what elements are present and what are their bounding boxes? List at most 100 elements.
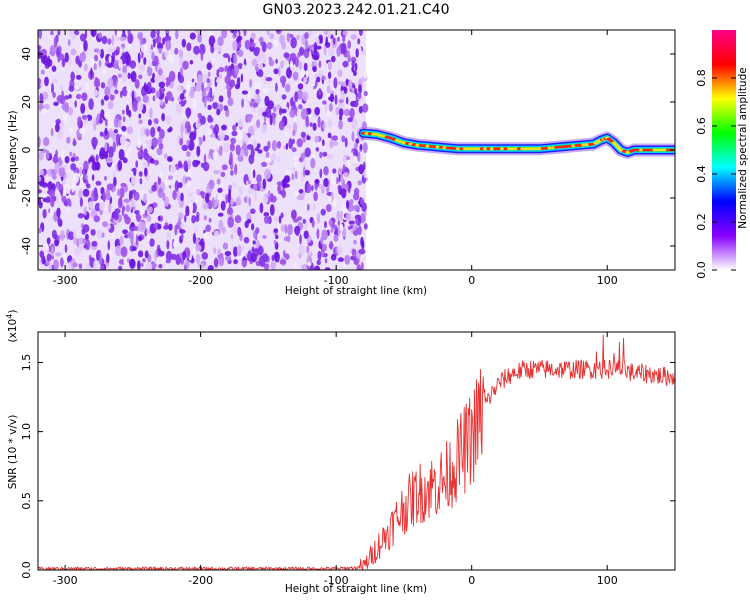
noise-speckle bbox=[81, 92, 88, 102]
noise-speckle bbox=[258, 37, 264, 43]
noise-speckle bbox=[186, 151, 191, 157]
noise-speckle bbox=[281, 188, 286, 199]
noise-speckle bbox=[121, 89, 128, 96]
noise-speckle bbox=[243, 236, 250, 244]
noise-speckle bbox=[90, 67, 93, 79]
noise-speckle bbox=[277, 156, 281, 163]
noise-speckle bbox=[241, 244, 245, 251]
noise-speckle bbox=[244, 134, 249, 143]
noise-speckle bbox=[151, 184, 157, 192]
noise-speckle bbox=[78, 189, 83, 200]
noise-speckle bbox=[214, 230, 220, 237]
noise-speckle bbox=[231, 130, 238, 137]
ridge-hotspot bbox=[378, 133, 383, 137]
noise-speckle bbox=[327, 132, 332, 139]
noise-speckle bbox=[93, 187, 98, 198]
noise-speckle bbox=[347, 40, 352, 49]
noise-speckle bbox=[271, 112, 277, 119]
noise-speckle bbox=[233, 53, 238, 65]
noise-speckle bbox=[272, 106, 277, 113]
noise-speckle bbox=[353, 148, 359, 158]
ridge-hotspot bbox=[540, 147, 546, 150]
noise-speckle bbox=[128, 147, 133, 153]
noise-speckle bbox=[298, 61, 303, 70]
noise-speckle bbox=[131, 176, 137, 185]
noise-speckle bbox=[106, 183, 114, 191]
noise-speckle bbox=[83, 244, 88, 249]
noise-speckle bbox=[280, 224, 286, 232]
noise-speckle bbox=[131, 90, 135, 103]
colorbar-label: Normalized spectral amplitude bbox=[737, 67, 749, 228]
noise-speckle bbox=[201, 81, 205, 92]
noise-speckle bbox=[137, 52, 141, 64]
noise-speckle bbox=[280, 212, 284, 219]
noise-speckle bbox=[316, 76, 321, 83]
noise-speckle bbox=[285, 83, 291, 93]
noise-speckle bbox=[324, 221, 327, 229]
noise-speckle bbox=[345, 78, 349, 87]
ridge-hotspot bbox=[452, 147, 457, 150]
noise-speckle bbox=[294, 170, 298, 180]
noise-speckle bbox=[243, 30, 247, 37]
noise-speckle bbox=[271, 140, 277, 152]
noise-speckle bbox=[45, 149, 50, 160]
noise-speckle bbox=[232, 124, 237, 131]
noise-speckle bbox=[177, 182, 183, 189]
noise-speckle bbox=[102, 221, 108, 227]
noise-speckle bbox=[123, 198, 130, 204]
noise-speckle bbox=[205, 193, 210, 204]
noise-speckle bbox=[255, 88, 260, 95]
noise-speckle bbox=[120, 246, 128, 258]
noise-speckle bbox=[151, 137, 158, 148]
noise-speckle bbox=[133, 191, 140, 201]
noise-speckle bbox=[272, 40, 279, 48]
noise-speckle bbox=[186, 42, 192, 52]
noise-speckle bbox=[221, 164, 228, 171]
noise-speckle bbox=[117, 197, 123, 209]
noise-speckle bbox=[250, 32, 256, 40]
y-tick-label: -20 bbox=[20, 189, 33, 207]
noise-speckle bbox=[181, 38, 186, 48]
noise-speckle bbox=[165, 80, 169, 87]
noise-speckle bbox=[39, 92, 43, 104]
noise-speckle bbox=[342, 30, 348, 36]
noise-speckle bbox=[331, 55, 336, 63]
noise-speckle bbox=[347, 50, 351, 61]
noise-speckle bbox=[319, 37, 323, 43]
noise-speckle bbox=[273, 215, 280, 222]
noise-speckle bbox=[175, 30, 179, 40]
colorbar-tick-label: 0.2 bbox=[695, 213, 708, 231]
noise-speckle bbox=[353, 229, 359, 236]
noise-speckle bbox=[146, 262, 153, 270]
noise-speckle bbox=[137, 150, 142, 158]
noise-speckle bbox=[82, 237, 86, 245]
noise-speckle bbox=[158, 250, 165, 257]
noise-speckle bbox=[142, 258, 146, 263]
noise-speckle bbox=[93, 48, 100, 53]
noise-speckle bbox=[283, 250, 286, 258]
noise-speckle bbox=[286, 124, 292, 130]
noise-speckle bbox=[195, 244, 202, 252]
ridge-hotspot bbox=[523, 147, 529, 151]
noise-speckle bbox=[273, 68, 279, 75]
noise-speckle bbox=[137, 101, 144, 112]
ridge-hotspot bbox=[472, 147, 478, 151]
ridge-hotspot bbox=[567, 144, 573, 148]
noise-speckle bbox=[235, 122, 238, 127]
noise-speckle bbox=[147, 65, 153, 77]
noise-speckle bbox=[233, 259, 238, 265]
noise-speckle bbox=[118, 120, 122, 128]
noise-speckle bbox=[258, 181, 262, 188]
noise-speckle bbox=[216, 178, 221, 185]
noise-speckle bbox=[130, 222, 135, 228]
y-tick-label: 1.5 bbox=[20, 354, 33, 372]
noise-speckle bbox=[275, 58, 278, 64]
noise-speckle bbox=[238, 186, 243, 196]
noise-speckle bbox=[136, 137, 142, 149]
noise-speckle bbox=[316, 228, 320, 239]
noise-speckle bbox=[257, 63, 264, 70]
noise-speckle bbox=[303, 230, 309, 239]
noise-speckle bbox=[122, 157, 128, 164]
ridge-hotspot bbox=[581, 143, 586, 147]
